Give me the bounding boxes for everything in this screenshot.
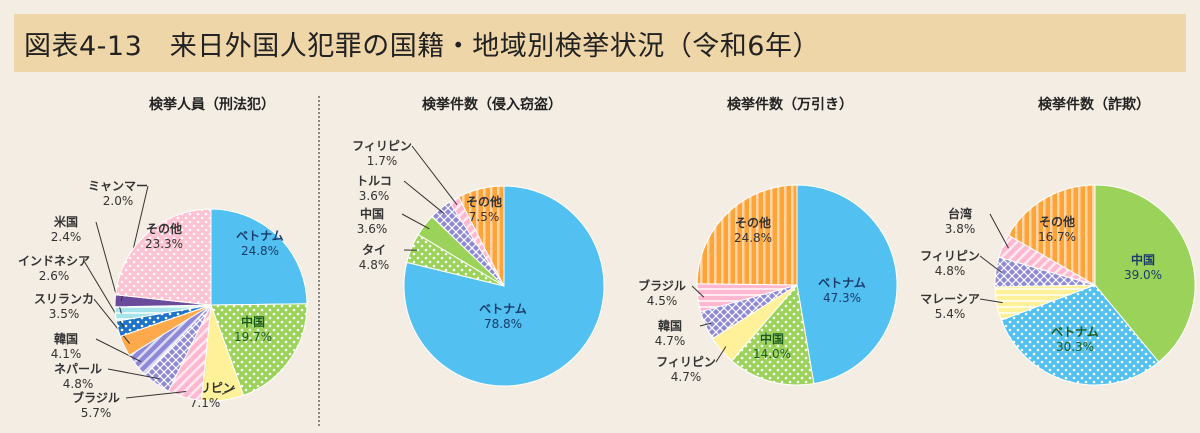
- slice-label: フィリピン: [352, 139, 412, 153]
- leader-line: [411, 145, 458, 205]
- slice-value: 2.4%: [51, 230, 82, 244]
- slice-label: ベトナム: [479, 302, 527, 316]
- leader-line: [95, 338, 142, 363]
- chart-title: 検挙件数（万引き）: [727, 96, 853, 113]
- pie-slice: [731, 283, 815, 386]
- slice-value: 47.3%: [823, 291, 861, 305]
- slice-label: インドネシア: [18, 254, 90, 268]
- slice-label: 中国: [1131, 252, 1155, 267]
- slice-label: タイ: [362, 243, 386, 257]
- leader-line: [403, 180, 445, 214]
- slice-label: その他: [1039, 214, 1075, 229]
- slice-value: 4.8%: [935, 264, 966, 278]
- pie-slice: [994, 284, 1096, 321]
- pie-chart-1: 検挙人員（刑法犯）ベトナム24.8%中国19.7%フィリピン7.1%ブラジル5.…: [18, 96, 308, 420]
- slice-value: 3.8%: [945, 222, 976, 236]
- slice-label: トルコ: [356, 174, 392, 188]
- slice-label: スリランカ: [34, 292, 94, 306]
- slice-value: 4.1%: [51, 347, 82, 361]
- slice-value: 23.3%: [145, 237, 183, 251]
- pie-chart-3: 検挙件数（万引き）ベトナム47.3%中国14.0%フィリピン4.7%韓国4.7%…: [638, 96, 898, 386]
- slice-value: 3.6%: [359, 189, 390, 203]
- slice-value: 4.7%: [671, 370, 702, 384]
- slice-value: 30.3%: [1056, 340, 1094, 354]
- pie-slice: [796, 184, 898, 385]
- slice-label: ネパール: [54, 362, 102, 376]
- slice-value: 2.6%: [39, 269, 70, 283]
- slice-value: 78.8%: [484, 317, 522, 331]
- slice-label: ベトナム: [236, 229, 284, 243]
- slice-label: ベトナム: [818, 276, 866, 290]
- pie-slice: [457, 185, 505, 287]
- slice-value: 4.7%: [655, 334, 686, 348]
- slice-value: 16.7%: [1038, 230, 1076, 244]
- slice-label: フィリピン: [920, 249, 980, 263]
- panel-separator: [318, 96, 320, 426]
- slice-value: 4.8%: [359, 258, 390, 272]
- chart-title: 検挙人員（刑法犯）: [149, 96, 275, 113]
- slice-value: 19.7%: [234, 330, 272, 344]
- slice-value: 4.5%: [647, 294, 678, 308]
- leader-line: [93, 298, 131, 344]
- slice-label: 中国: [760, 331, 784, 346]
- leader-line: [989, 213, 1009, 249]
- slice-label: 中国: [241, 314, 265, 329]
- pie-slice: [1094, 184, 1196, 363]
- leader-line: [107, 368, 160, 380]
- pie-slice: [1007, 184, 1096, 286]
- leader-line: [125, 391, 187, 399]
- slice-value: 5.7%: [81, 406, 112, 420]
- pie-chart-2: 検挙件数（侵入窃盗）ベトナム78.8%タイ4.8%中国3.6%トルコ3.6%フィ…: [352, 96, 605, 387]
- slice-value: 24.8%: [241, 244, 279, 258]
- slice-value: 7.5%: [469, 210, 500, 224]
- figure-title: 図表4-13 来日外国人犯罪の国籍・地域別検挙状況（令和6年）: [24, 30, 820, 62]
- slice-label: その他: [735, 215, 771, 230]
- leader-line: [221, 387, 236, 395]
- slice-label: 台湾: [948, 206, 972, 221]
- slice-value: 2.0%: [103, 194, 134, 208]
- slice-label: ベトナム: [1051, 325, 1099, 339]
- leader-line: [979, 298, 1003, 304]
- slice-label: マレーシア: [920, 292, 980, 306]
- slice-value: 5.4%: [935, 307, 966, 321]
- pie-slice: [696, 184, 798, 286]
- slice-value: 3.6%: [357, 222, 388, 236]
- slice-value: 3.5%: [49, 307, 80, 321]
- slice-label: 米国: [54, 214, 78, 229]
- pie-slice: [696, 283, 798, 313]
- chart-title: 検挙件数（詐欺）: [1038, 96, 1150, 113]
- pie-slice: [1000, 284, 1160, 386]
- leader-line: [979, 255, 1003, 274]
- slice-label: その他: [146, 221, 182, 236]
- slice-label: ブラジル: [638, 278, 686, 293]
- slice-label: 韓国: [54, 331, 78, 346]
- slice-value: 39.0%: [1124, 268, 1162, 282]
- pie-slice: [210, 303, 308, 396]
- leader-line: [401, 213, 430, 230]
- pie-slice: [114, 208, 212, 306]
- slice-label: 韓国: [658, 318, 682, 333]
- slice-label: その他: [466, 194, 502, 209]
- slice-label: 中国: [360, 206, 384, 221]
- slice-label: フィリピン: [656, 355, 716, 369]
- slice-label: ブラジル: [72, 390, 120, 405]
- slice-value: 1.7%: [367, 154, 398, 168]
- slice-label: ミャンマー: [88, 179, 148, 193]
- leader-line: [699, 322, 712, 327]
- chart-title: 検挙件数（侵入窃盗）: [422, 96, 562, 113]
- leader-line: [691, 285, 705, 298]
- slice-value: 14.0%: [753, 347, 791, 361]
- pie-slice: [994, 256, 1096, 288]
- slice-value: 4.8%: [63, 377, 94, 391]
- figure-header: 図表4-13 来日外国人犯罪の国籍・地域別検挙状況（令和6年）: [14, 14, 1186, 72]
- slice-value: 24.8%: [734, 231, 772, 245]
- leader-line: [715, 346, 727, 363]
- pie-slice: [210, 208, 308, 306]
- pie-slice: [167, 304, 212, 402]
